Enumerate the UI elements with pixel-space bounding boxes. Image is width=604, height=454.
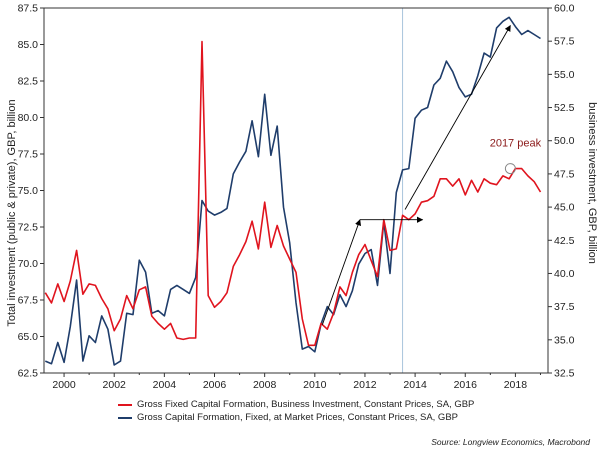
y-right-tick-label: 35.0 (554, 334, 575, 346)
y-axis-left-title: Total investment (public & private), GBP… (6, 99, 18, 326)
y-right-tick-label: 57.5 (554, 36, 575, 48)
y-axis-right-title: business investment, GBP, billion (586, 102, 598, 264)
y-axis-left: 62.5 65.0 67.5 70.0 72.5 75.0 77.5 80.0 82.5 85.0… (18, 3, 44, 380)
y-left-tick-label: 80.0 (18, 112, 39, 124)
trend-arrow (404, 24, 511, 210)
x-tick-label: 2002 (103, 379, 127, 391)
y-right-tick-label: 40.0 (554, 268, 575, 280)
series-layer (44, 16, 542, 366)
source-note: Source: Longview Economics, Macrobond (431, 437, 590, 447)
x-tick-label: 2014 (403, 379, 427, 391)
plot-frame (43, 7, 549, 374)
legend-swatch-blue (118, 416, 132, 419)
y-right-tick-label: 37.5 (554, 301, 575, 313)
x-tick-label: 2006 (203, 379, 227, 391)
y-right-tick-label: 45.0 (554, 202, 575, 214)
y-right-tick-label: 42.5 (554, 235, 575, 247)
y-left-tick-label: 87.5 (18, 3, 39, 15)
y-left-tick-label: 82.5 (18, 76, 39, 88)
y-left-tick-label: 67.5 (18, 295, 39, 307)
y-right-tick-label: 47.5 (554, 168, 575, 180)
x-tick-label: 2018 (504, 379, 528, 391)
legend-label: Gross Fixed Capital Formation, Business … (137, 399, 475, 410)
x-tick-label: 2004 (153, 379, 177, 391)
y-left-tick-label: 75.0 (18, 185, 39, 197)
y-right-tick-label: 50.0 (554, 135, 575, 147)
x-axis: 2000 2002 2004 2006 2008 2010 2012 2014 2016 2018 (52, 373, 541, 391)
legend: Gross Fixed Capital Formation, Business … (118, 398, 474, 424)
y-axis-right: 32.5 35.0 37.5 40.0 42.5 45.0 47.5 50.0 52.5 55.0… (548, 3, 575, 380)
series-line-total-investment (44, 16, 541, 366)
y-left-tick-label: 62.5 (18, 368, 39, 380)
y-right-tick-label: 32.5 (554, 368, 575, 380)
legend-swatch-red (118, 403, 132, 406)
legend-item-business-investment: Gross Fixed Capital Formation, Business … (118, 398, 474, 411)
series-line-business-investment (44, 40, 542, 347)
y-left-tick-label: 70.0 (18, 258, 39, 270)
x-tick-label: 2016 (454, 379, 478, 391)
x-tick-label: 2000 (52, 379, 76, 391)
y-left-tick-label: 72.5 (18, 222, 39, 234)
y-right-tick-label: 60.0 (554, 3, 575, 15)
trend-arrow (321, 219, 361, 325)
x-tick-label: 2010 (303, 379, 327, 391)
y-right-tick-label: 52.5 (554, 102, 575, 114)
x-tick-label: 2008 (253, 379, 277, 391)
y-left-tick-label: 85.0 (18, 39, 39, 51)
y-right-tick-label: 55.0 (554, 69, 575, 81)
peak-label: 2017 peak (490, 138, 542, 150)
y-left-tick-label: 77.5 (18, 149, 39, 161)
legend-item-total-investment: Gross Capital Formation, Fixed, at Marke… (118, 411, 474, 424)
peak-marker-circle (504, 163, 516, 175)
x-tick-label: 2012 (353, 379, 377, 391)
annotation-layer: 2017 peak (321, 24, 542, 325)
legend-label: Gross Capital Formation, Fixed, at Marke… (137, 412, 458, 423)
y-left-tick-label: 65.0 (18, 331, 39, 343)
